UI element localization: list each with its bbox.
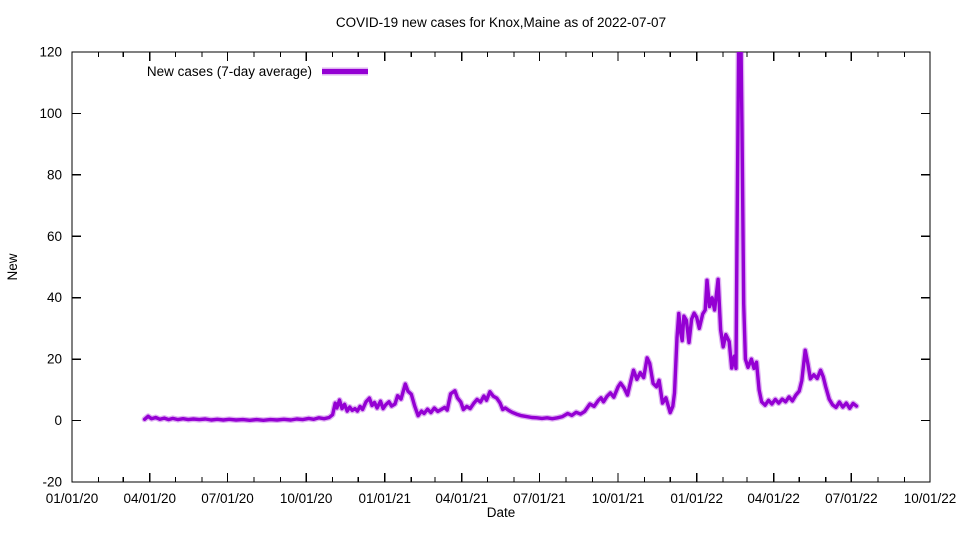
x-tick-label: 07/01/21 — [513, 491, 566, 506]
x-tick-label: 04/01/22 — [747, 491, 800, 506]
y-tick-label: 100 — [39, 106, 62, 121]
x-tick-label: 01/01/22 — [670, 491, 723, 506]
x-tick-label: 04/01/20 — [123, 491, 176, 506]
x-tick-label: 10/01/22 — [904, 491, 957, 506]
y-tick-label: -20 — [42, 475, 62, 490]
y-tick-label: 120 — [39, 45, 62, 60]
y-axis-label: New — [5, 253, 20, 280]
y-tick-label: 20 — [47, 352, 62, 367]
x-tick-label: 01/01/20 — [46, 491, 99, 506]
x-tick-label: 07/01/22 — [825, 491, 878, 506]
chart-title: COVID-19 new cases for Knox,Maine as of … — [336, 15, 666, 30]
x-axis-label: Date — [487, 505, 516, 520]
x-tick-label: 04/01/21 — [435, 491, 488, 506]
series-line — [142, 52, 859, 422]
x-tick-label: 10/01/20 — [280, 491, 333, 506]
legend-label: New cases (7-day average) — [147, 64, 312, 79]
plot-area: -20 0 20 40 60 80 100 120 01/01/20 04/01/20 07/01/… — [39, 45, 956, 507]
y-tick-label: 80 — [47, 167, 62, 182]
y-tick-label: 40 — [47, 290, 62, 305]
y-tick-label: 0 — [54, 413, 62, 428]
x-tick-label: 01/01/21 — [358, 491, 411, 506]
x-tick-label: 07/01/20 — [201, 491, 254, 506]
y-tick-label: 60 — [47, 229, 62, 244]
x-tick-label: 10/01/21 — [592, 491, 645, 506]
plot-frame — [71, 51, 931, 483]
